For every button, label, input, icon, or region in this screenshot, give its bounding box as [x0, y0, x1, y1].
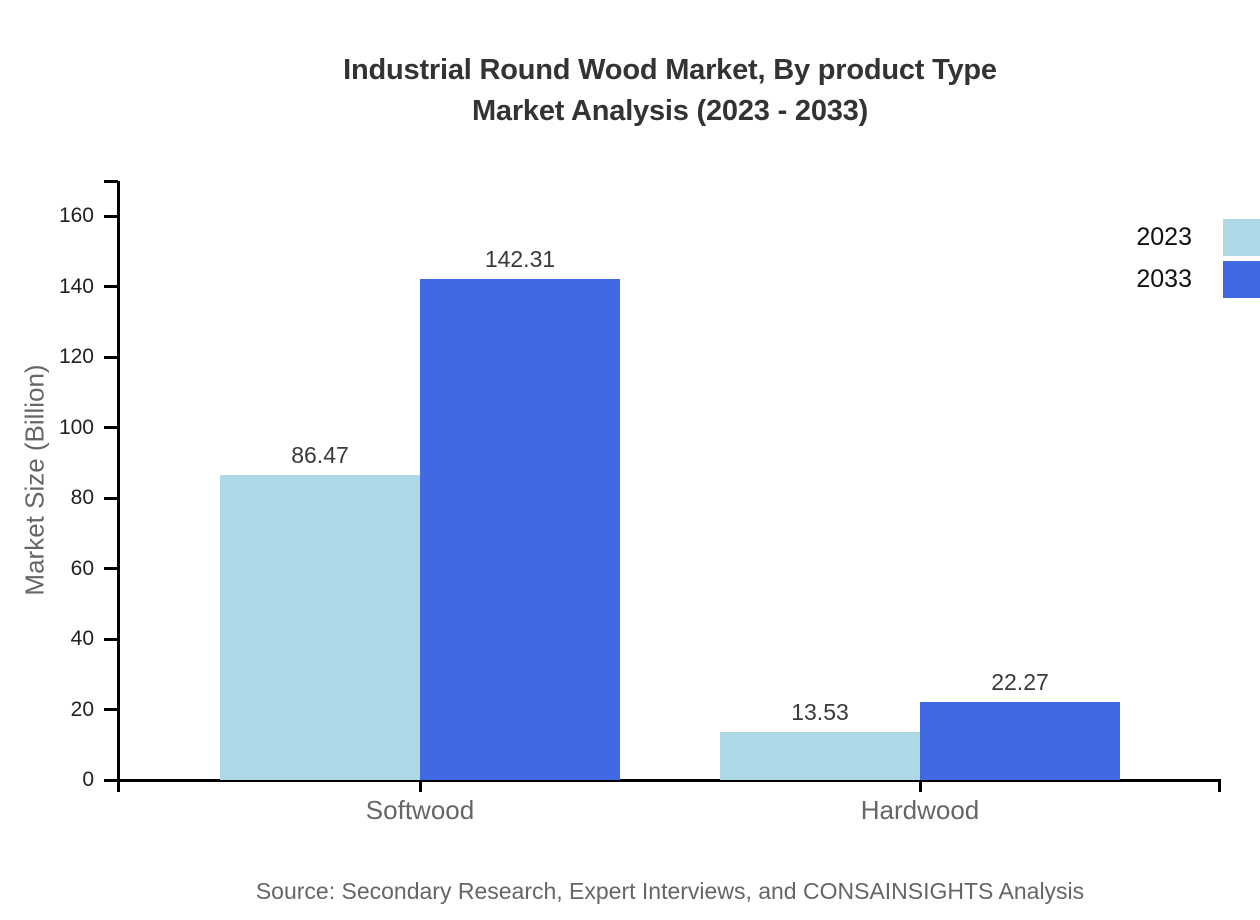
chart-title: Industrial Round Wood Market, By product… [80, 50, 1260, 132]
y-tick-label: 60 [70, 556, 94, 580]
y-tick-label: 0 [82, 768, 94, 791]
bar-hardwood-2033 [920, 701, 1120, 780]
legend-row-2023: 2023 [1136, 219, 1260, 256]
legend: 2023 2033 [1136, 219, 1260, 298]
y-tick-label: 40 [70, 627, 94, 651]
y-tick-label: 140 [58, 274, 94, 298]
bar-hardwood-2023 [720, 732, 920, 780]
value-label: 13.53 [791, 699, 849, 726]
y-tick-line [104, 355, 118, 359]
y-tick-line [104, 426, 118, 430]
y-tick-line [104, 496, 118, 500]
category-label-softwood: Softwood [365, 795, 475, 825]
legend-label-2023: 2023 [1136, 223, 1192, 251]
legend-row-2033: 2033 [1136, 261, 1260, 298]
x-axis-line [116, 778, 1221, 782]
y-tick-label: 80 [70, 486, 94, 510]
value-label: 142.31 [484, 245, 556, 272]
y-tick-label: 160 [58, 204, 94, 228]
bar-softwood-2033 [420, 278, 620, 780]
y-tick-label: 100 [58, 415, 94, 439]
x-tick-softwood [418, 780, 422, 792]
y-tick-label: 120 [58, 345, 94, 369]
y-tick-label: 20 [70, 697, 94, 721]
y-tick-line [104, 708, 118, 712]
chart-title-line2: Market Analysis (2023 - 2033) [471, 95, 869, 127]
legend-label-2033: 2033 [1136, 265, 1192, 293]
bar-softwood-2023 [220, 475, 420, 780]
category-label-hardwood: Hardwood [860, 795, 980, 825]
x-axis-right-cap [1218, 780, 1221, 792]
y-axis-line [116, 181, 120, 792]
legend-swatch-2033 [1223, 261, 1260, 298]
legend-swatch-2023 [1223, 219, 1260, 256]
y-tick-line [104, 567, 118, 571]
value-label: 86.47 [291, 442, 349, 469]
value-label: 22.27 [991, 668, 1049, 695]
y-axis-top-cap [104, 179, 118, 183]
y-tick-line [104, 214, 118, 218]
chart-title-line1: Industrial Round Wood Market, By product… [343, 54, 997, 86]
y-tick-line [104, 637, 118, 641]
y-tick-line [104, 778, 118, 782]
source-attribution: Source: Secondary Research, Expert Inter… [255, 878, 1085, 904]
x-tick-hardwood [918, 780, 922, 792]
y-tick-line [104, 285, 118, 289]
